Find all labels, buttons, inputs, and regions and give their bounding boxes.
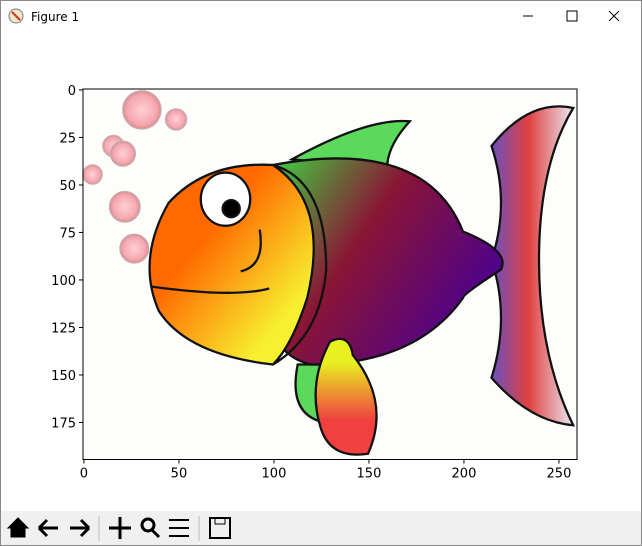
x-tick-label: 50 (171, 467, 188, 482)
y-tick-label: 175 (51, 416, 76, 431)
maximize-button[interactable] (566, 10, 578, 22)
window-title: Figure 1 (31, 10, 79, 24)
x-tick-label: 200 (452, 467, 477, 482)
x-tick-label: 250 (547, 467, 572, 482)
zoom-handle (150, 528, 161, 539)
save-icon-part (214, 517, 226, 525)
back-button[interactable] (37, 518, 58, 538)
toolbar (1, 511, 641, 545)
y-tick-label: 0 (68, 84, 76, 99)
bubbles (82, 90, 188, 264)
forward-button[interactable] (70, 518, 91, 538)
configure-button[interactable] (169, 519, 189, 537)
app-icon-mark (11, 11, 21, 21)
y-tick-label: 150 (51, 369, 76, 384)
y-tick-label: 125 (51, 321, 76, 336)
pan-button[interactable] (109, 517, 131, 539)
x-tick-label: 150 (357, 467, 382, 482)
axes-frame (82, 88, 578, 460)
image (82, 89, 577, 460)
y-tick-label: 100 (51, 274, 76, 289)
x-tick-label: 0 (80, 467, 88, 482)
zoom-button[interactable] (140, 517, 156, 533)
y-tick-label: 50 (59, 179, 76, 194)
close-button[interactable] (608, 10, 620, 22)
x-tick-label: 100 (262, 467, 287, 482)
home-button[interactable] (6, 517, 30, 538)
y-tick-label: 75 (59, 226, 76, 241)
y-tick-label: 25 (59, 131, 76, 146)
fish (148, 105, 576, 456)
